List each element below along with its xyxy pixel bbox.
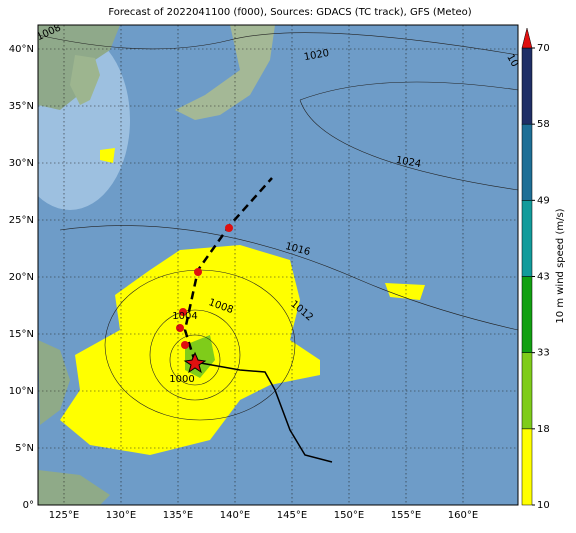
wind-10 [385,283,425,300]
past-track [194,361,333,463]
lat-tick-label: 15°N [9,329,34,340]
lon-tick-label: 135°E [163,510,193,521]
wind-10 [100,148,115,163]
isobar-label: 1020 [303,48,330,63]
frame [37,24,519,506]
lat-tick-label: 40°N [9,44,34,55]
lon-tick-label: 145°E [277,510,307,521]
graticule [38,25,518,505]
isobar-label: 1004 [172,311,197,322]
isobar [299,81,518,191]
lon-tick-label: 140°E [220,510,250,521]
isobar [38,32,518,56]
lat-tick-label: 20°N [9,272,34,283]
lat-tick-label: 35°N [9,101,34,112]
land-south [38,470,110,505]
colorbar-extend [521,27,533,49]
colorbar-tick-label: 10 [537,500,550,511]
cyclone-symbols [176,224,233,349]
colorbar-segment [521,276,533,353]
lon-tick-label: 160°E [448,510,478,521]
isobar-label: 1024 [395,155,422,170]
lat-tick-label: 0° [23,500,34,511]
lat-tick-label: 30°N [9,158,34,169]
colorbar-tick-label: 33 [537,348,550,359]
colorbar-tick-label: 70 [537,43,550,54]
isobar [149,309,241,401]
lon-tick-label: 125°E [49,510,79,521]
colorbar-tick-label: 43 [537,272,550,283]
colorbar-segment [521,352,533,430]
isobar-label: 1000 [169,374,194,385]
isobar [59,225,518,331]
current-position [183,351,207,374]
colorbar-segment [521,47,533,125]
isobar [169,334,221,386]
colorbar-tick-label: 18 [537,424,550,435]
lat-tick-label: 25°N [9,215,34,226]
land-korea [70,55,100,105]
lon-tick-label: 130°E [106,510,136,521]
colorbar-tick-label: 49 [537,195,550,206]
lat-tick-label: 10°N [9,386,34,397]
land-philippines [38,340,70,425]
colorbar-title: 10 m wind speed (m/s) [555,208,566,323]
colorbar-segment [521,123,533,201]
title: Forecast of 2022041100 (f000), Sources: … [108,7,471,18]
colorbar-tick-label: 58 [537,119,550,130]
lon-tick-label: 155°E [391,510,421,521]
colorbar-segment [521,200,533,277]
colorbar-segment [521,428,533,506]
lon-tick-label: 150°E [334,510,364,521]
colorbar: 10 18 33 43 49 58 70 10 m wind speed (m/s) [521,27,566,511]
lat-tick-label: 5°N [15,443,34,454]
